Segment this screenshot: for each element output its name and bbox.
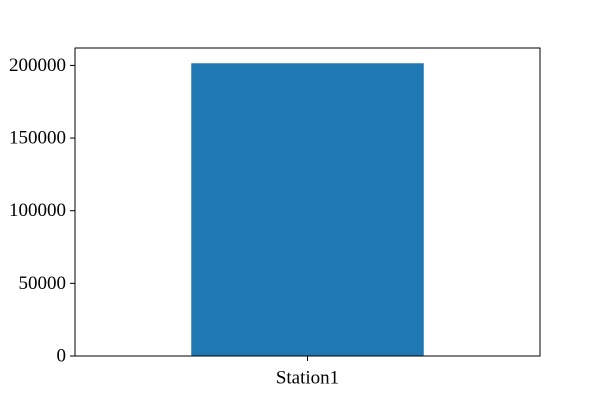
y-tick-label: 0 <box>57 346 67 367</box>
y-tick-label: 150000 <box>9 128 66 149</box>
y-tick-label: 200000 <box>9 55 66 76</box>
bars-layer <box>191 63 424 356</box>
y-tick-label: 50000 <box>19 273 67 294</box>
y-tick-label: 100000 <box>9 200 66 221</box>
y-axis: 0 50000 100000 150000 200000 <box>9 55 75 367</box>
x-tick-label: Station1 <box>276 368 339 389</box>
plot-area-frame <box>74 47 541 357</box>
bar-station1 <box>191 63 424 356</box>
x-axis: Station1 <box>276 356 339 389</box>
